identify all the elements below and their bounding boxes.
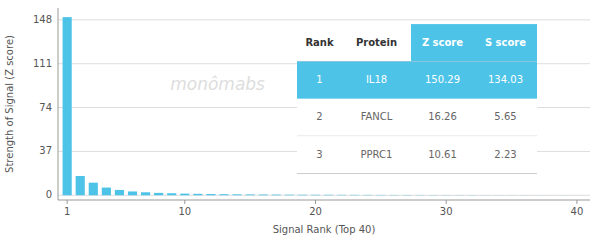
y-tick-label: 111 [33, 58, 52, 69]
x-tick-label: 20 [309, 206, 322, 217]
y-tick-label: 74 [39, 102, 52, 113]
x-tick [315, 200, 316, 204]
bar [337, 194, 346, 195]
y-tick-label: 37 [39, 145, 52, 156]
grid-line [58, 195, 590, 196]
table-text: 10.61 [428, 149, 457, 160]
bar [206, 194, 215, 195]
table-cell [342, 61, 411, 98]
x-tick-label: 30 [440, 206, 453, 217]
bar [89, 183, 98, 196]
table-cell [297, 99, 342, 136]
table-text: 3 [316, 149, 322, 160]
table-cell [474, 99, 537, 136]
x-axis-label: Signal Rank (Top 40) [273, 224, 376, 235]
x-tick [446, 200, 447, 204]
table-cell [297, 24, 342, 61]
table-text: 1 [316, 74, 322, 85]
bar [363, 194, 372, 195]
bar [311, 194, 320, 196]
table: Rank Protein Z score S score 1 IL18 150.29 134.… [297, 24, 537, 173]
bar [285, 194, 294, 196]
bar [63, 17, 72, 195]
table-text: PPRC1 [361, 149, 393, 160]
bar [76, 176, 85, 195]
table-text: 16.26 [428, 111, 457, 122]
bar [141, 192, 150, 195]
bar [233, 194, 242, 196]
table-cell [474, 24, 537, 61]
table-text: Z score [422, 37, 463, 48]
bar [324, 194, 333, 195]
bar [272, 194, 281, 196]
watermark: monômabs [170, 74, 265, 94]
bar [559, 195, 568, 196]
table-text: 2.23 [494, 149, 516, 160]
bar [442, 195, 451, 196]
bar [298, 194, 307, 196]
x-axis-line [58, 200, 590, 201]
table-cell [297, 61, 342, 98]
table-cell [411, 99, 474, 136]
bar [402, 194, 411, 195]
bar [102, 188, 111, 196]
table-cell [411, 61, 474, 98]
bar [455, 195, 464, 196]
bar [546, 195, 555, 196]
x-tick [184, 200, 185, 204]
bar [115, 190, 124, 195]
table-text: Protein [356, 37, 397, 48]
table-cell [411, 24, 474, 61]
table-text: FANCL [361, 111, 393, 122]
bar [128, 191, 137, 195]
table-text: 134.03 [488, 74, 523, 85]
table-text: IL18 [366, 74, 387, 85]
bar [481, 195, 490, 196]
bar [389, 194, 398, 195]
x-tick-label: 40 [571, 206, 584, 217]
x-tick [67, 200, 68, 204]
bar [154, 193, 163, 195]
table-cell [342, 24, 411, 61]
table-text: 5.65 [494, 111, 516, 122]
bar [494, 195, 503, 196]
bar [376, 194, 385, 195]
bars [63, 17, 582, 195]
table-text: 2 [316, 111, 322, 122]
grid [58, 20, 590, 195]
chart: 0 37 74 111 148 1 10 20 30 40 monômabs Signal Rank … [0, 0, 600, 241]
bar [429, 195, 438, 196]
table-cell [411, 136, 474, 173]
y-tick-label: 148 [33, 14, 52, 25]
x-tick [576, 200, 577, 204]
table-text: S score [485, 37, 526, 48]
bar [572, 195, 581, 196]
x-tick-label: 1 [64, 206, 70, 217]
grid-line [58, 19, 590, 20]
bar [193, 194, 202, 195]
bar [259, 194, 268, 196]
table-cell [342, 136, 411, 173]
table-cell [297, 136, 342, 173]
y-axis-line [58, 8, 59, 200]
bar [533, 195, 542, 196]
bar [180, 194, 189, 196]
table-cell [474, 136, 537, 173]
bar [219, 194, 228, 195]
table-text: Rank [305, 37, 334, 48]
bar [415, 195, 424, 196]
bar [167, 193, 176, 195]
table-separator [297, 173, 537, 174]
bar [468, 195, 477, 196]
bar [246, 194, 255, 196]
bar [350, 194, 359, 195]
y-axis-label: Strength of Signal (Z score) [4, 35, 15, 173]
table-text: 150.29 [425, 74, 460, 85]
bar [520, 195, 529, 196]
table-cell [474, 61, 537, 98]
y-tick-label: 0 [46, 189, 52, 200]
table-cell [342, 99, 411, 136]
bar [507, 195, 516, 196]
x-tick-label: 10 [178, 206, 191, 217]
